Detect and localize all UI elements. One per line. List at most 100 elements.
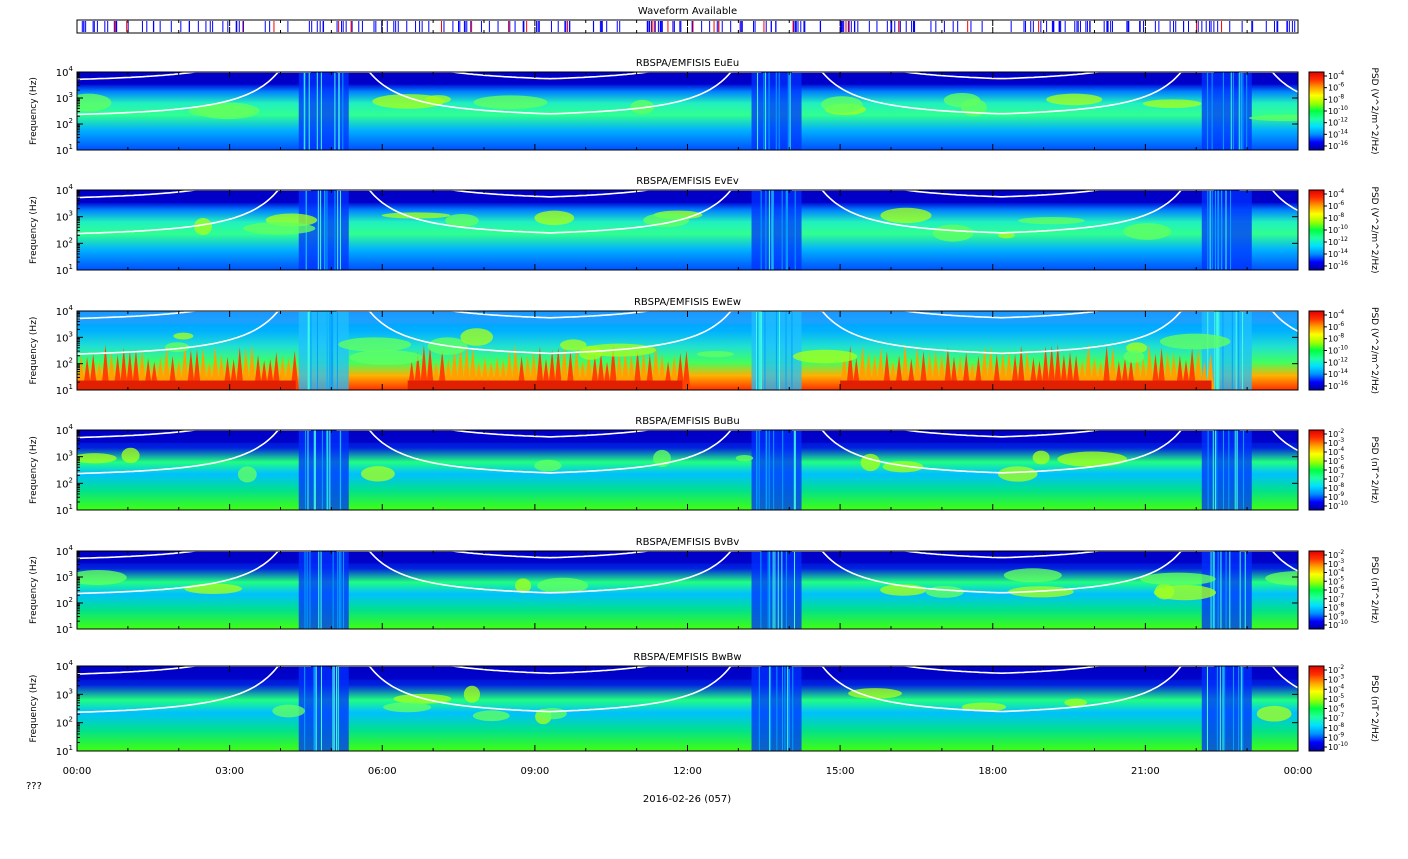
panel-4-emission-patch xyxy=(360,466,395,482)
panel-4-emission-patch xyxy=(997,466,1038,482)
panel-5-cbar-tick-label: 10-7 xyxy=(1328,593,1344,604)
panel-3-ew-comb xyxy=(131,349,140,390)
panel-4-emission-patch xyxy=(534,459,562,472)
panel-2-ytick-label: 104 xyxy=(56,183,74,197)
panel-3-cbar-tick-label: 10-10 xyxy=(1328,345,1348,356)
panel-5-ytick-label: 102 xyxy=(56,596,73,610)
panel-2-ytick-label: 102 xyxy=(56,236,73,250)
panel-3-ew-comb xyxy=(615,349,624,390)
panel-4-colorbar-label: PSD (nT^2/Hz) xyxy=(1369,437,1379,504)
panel-4-ytick-label: 102 xyxy=(56,476,73,490)
panel-6-emission-patch xyxy=(848,688,902,699)
panel-3-ew-comb xyxy=(419,344,428,390)
panel-3-ew-comb xyxy=(211,346,220,390)
panel-1-ytick-label: 101 xyxy=(56,143,73,157)
panel-2-emission-patch xyxy=(381,212,451,219)
panel-3-ew-comb xyxy=(913,346,922,390)
panel-6-cbar-tick-label: 10-5 xyxy=(1328,693,1344,704)
panel-5-emission-patch xyxy=(515,578,532,594)
panel-3-ew-comb xyxy=(241,347,250,390)
panel-3-ew-comb xyxy=(1108,346,1117,390)
panel-3-cbar-tick-label: 10-16 xyxy=(1328,380,1348,391)
panel-6-colorbar-label: PSD (nT^2/Hz) xyxy=(1369,675,1379,742)
panel-3-ylabel: Frequency (Hz) xyxy=(29,317,39,385)
panel-3-ew-comb xyxy=(107,351,116,390)
panel-2-emission-patch xyxy=(193,218,213,236)
panel-3-emission-patch xyxy=(578,345,603,360)
panel-3-cbar-tick-label: 10-6 xyxy=(1328,321,1344,332)
panel-5-emission-patch xyxy=(537,577,589,594)
panel-3-ew-comb xyxy=(1188,348,1197,390)
panel-3-ew-comb xyxy=(1163,351,1172,390)
panel-3-ew-comb xyxy=(651,344,660,390)
panel-3-ew-comb xyxy=(980,345,989,390)
panel-5-cbar-tick-label: 10-4 xyxy=(1328,567,1344,578)
panel-4-cbar-tick-label: 10-3 xyxy=(1328,437,1344,448)
panel-3-ew-comb xyxy=(462,344,471,390)
panel-3-emission-patch xyxy=(1123,350,1145,364)
panel-3-emission-patch xyxy=(349,349,423,365)
panel-3-cbar-tick-label: 10-14 xyxy=(1328,368,1348,379)
panel-3-ew-comb xyxy=(1145,343,1154,390)
panel-3-title: RBSPA/EMFISIS EwEw xyxy=(634,297,741,308)
panel-3-ew-comb xyxy=(101,344,110,390)
panel-3-emission-patch xyxy=(792,349,858,364)
panel-3-ew-comb xyxy=(943,347,952,390)
panel-2-cbar-tick-label: 10-8 xyxy=(1328,212,1344,223)
panel-3-ew-comb xyxy=(535,346,544,390)
panel-3-ew-comb xyxy=(572,346,581,390)
panel-4-perigee-band xyxy=(751,430,802,510)
panel-3-colorbar xyxy=(1308,310,1325,391)
panel-3-ew-comb xyxy=(639,349,648,390)
panel-5-cbar-tick-label: 10-2 xyxy=(1328,549,1344,560)
panel-1-colorbar-label: PSD (V^2/m^2/Hz) xyxy=(1369,68,1379,155)
panel-5-emission-patch xyxy=(925,585,965,598)
x-tick-label: 18:00 xyxy=(978,766,1007,777)
corner-label: ??? xyxy=(26,781,42,792)
panel-3-ew-comb xyxy=(1023,349,1032,390)
panel-6-perigee-band xyxy=(298,666,349,751)
panel-4-background xyxy=(77,430,1298,510)
panel-3-ew-comb xyxy=(858,345,867,390)
date-label: 2016-02-26 (057) xyxy=(643,794,731,805)
panel-6-emission-patch xyxy=(538,707,567,720)
panel-6-ylabel: Frequency (Hz) xyxy=(29,675,39,743)
panel-3-ew-comb xyxy=(609,343,618,390)
panel-2-emission-patch xyxy=(243,222,316,235)
panel-3-ew-comb xyxy=(901,343,910,390)
panel-2-ytick-label: 101 xyxy=(56,263,73,277)
x-tick-label: 21:00 xyxy=(1131,766,1160,777)
panel-6-cbar-tick-label: 10-10 xyxy=(1328,741,1348,752)
panel-3-ew-comb xyxy=(1041,345,1050,390)
panel-2-cbar-tick-label: 10-14 xyxy=(1328,248,1348,259)
panel-4-cbar-tick-label: 10-7 xyxy=(1328,473,1344,484)
panel-3-ew-comb xyxy=(199,347,208,390)
panel-1-emission-patch xyxy=(1046,93,1103,106)
panel-3-ew-comb xyxy=(840,351,849,390)
panel-3-ew-comb xyxy=(560,343,569,390)
panel-1-cbar-tick-label: 10-12 xyxy=(1328,117,1348,128)
panel-5-emission-patch xyxy=(1139,572,1216,586)
panel-5-cbar-tick-label: 10-5 xyxy=(1328,575,1344,586)
panel-3-ew-comb xyxy=(1004,350,1013,390)
panel-1-ytick-label: 103 xyxy=(56,91,73,105)
panel-3-ew-comb xyxy=(180,343,189,390)
panel-2-perigee-band xyxy=(751,190,802,270)
panel-6-colorbar xyxy=(1308,665,1325,752)
panel-4-colorbar xyxy=(1308,429,1325,511)
panel-4-lower-curve xyxy=(77,430,1298,475)
panel-3-ew-comb xyxy=(247,344,256,390)
panel-6-emission-patch xyxy=(961,702,1007,712)
panel-3-ew-comb xyxy=(450,346,459,390)
panel-3-ew-comb xyxy=(882,351,891,390)
panel-5-cbar-tick-label: 10-9 xyxy=(1328,610,1344,621)
panel-6-cbar-tick-label: 10-9 xyxy=(1328,731,1344,742)
panel-2-spectrogram xyxy=(77,190,1298,270)
panel-3-ew-comb xyxy=(119,347,128,390)
panel-2-title: RBSPA/EMFISIS EvEv xyxy=(636,176,739,187)
panel-4-ylabel: Frequency (Hz) xyxy=(29,436,39,504)
panel-3-cbar-tick-label: 10-12 xyxy=(1328,356,1348,367)
panel-3-ew-comb xyxy=(1047,345,1056,390)
panel-4-spectrogram xyxy=(77,430,1298,510)
panel-2-emission-patch xyxy=(643,213,690,228)
